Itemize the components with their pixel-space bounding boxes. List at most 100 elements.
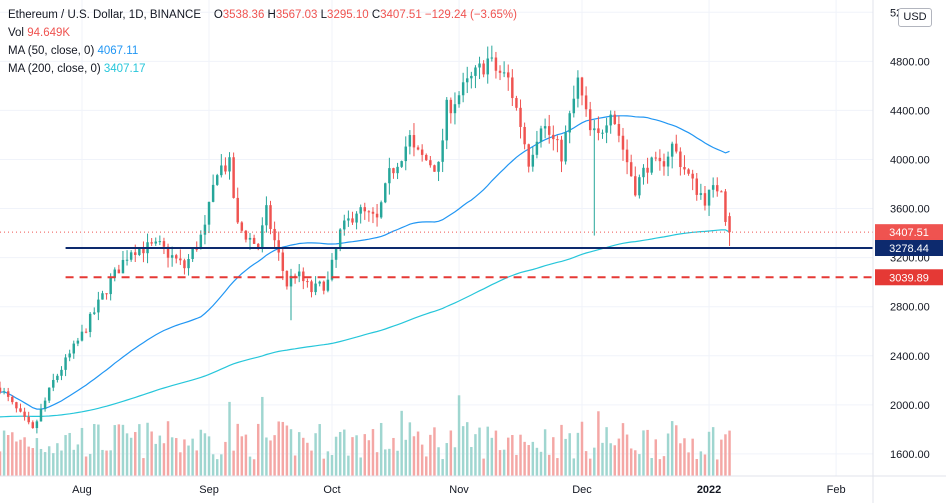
candle-body[interactable]	[662, 161, 666, 167]
candle-body[interactable]	[519, 107, 522, 127]
candle-body[interactable]	[84, 331, 88, 333]
candle-body[interactable]	[539, 128, 543, 142]
candle-body[interactable]	[711, 185, 715, 190]
candle-body[interactable]	[142, 248, 145, 254]
candle-body[interactable]	[31, 422, 35, 429]
candle-body[interactable]	[338, 229, 342, 248]
candle-body[interactable]	[400, 161, 403, 167]
candle-body[interactable]	[453, 104, 457, 114]
candle-body[interactable]	[302, 271, 305, 282]
candle-body[interactable]	[314, 283, 317, 293]
candle-body[interactable]	[52, 379, 55, 388]
candle-body[interactable]	[593, 128, 596, 131]
candle-body[interactable]	[220, 165, 223, 176]
candle-body[interactable]	[683, 167, 686, 170]
candle-body[interactable]	[470, 75, 473, 79]
candle-body[interactable]	[121, 259, 125, 274]
candle-body[interactable]	[15, 402, 18, 409]
candle-body[interactable]	[449, 99, 453, 114]
candle-body[interactable]	[371, 211, 375, 214]
candle-body[interactable]	[396, 166, 399, 174]
candle-body[interactable]	[675, 143, 678, 152]
candle-body[interactable]	[375, 213, 379, 218]
candle-body[interactable]	[248, 237, 252, 240]
candle-body[interactable]	[695, 178, 698, 195]
candle-body[interactable]	[334, 247, 338, 260]
candle-body[interactable]	[601, 132, 604, 134]
candle-body[interactable]	[560, 139, 563, 162]
candle-body[interactable]	[457, 95, 461, 105]
candle-body[interactable]	[720, 191, 723, 193]
candle-body[interactable]	[572, 98, 576, 114]
candle-body[interactable]	[379, 202, 383, 218]
candle-body[interactable]	[564, 132, 567, 162]
candle-body[interactable]	[215, 175, 219, 185]
candle-body[interactable]	[277, 240, 280, 253]
candle-body[interactable]	[666, 156, 670, 167]
candle-body[interactable]	[679, 151, 682, 168]
candle-body[interactable]	[527, 144, 530, 167]
candle-body[interactable]	[244, 230, 248, 240]
candle-body[interactable]	[0, 387, 2, 393]
candle-body[interactable]	[605, 125, 608, 133]
candle-body[interactable]	[347, 218, 350, 221]
candle-body[interactable]	[363, 207, 367, 212]
currency-button[interactable]: USD	[898, 8, 932, 27]
candle-body[interactable]	[273, 228, 276, 241]
candle-body[interactable]	[101, 293, 104, 300]
candle-body[interactable]	[728, 216, 731, 233]
candle-body[interactable]	[703, 193, 707, 206]
candle-body[interactable]	[568, 113, 571, 133]
candle-body[interactable]	[580, 77, 584, 96]
candle-body[interactable]	[203, 224, 207, 235]
candle-body[interactable]	[129, 252, 133, 260]
candle-body[interactable]	[621, 135, 625, 150]
candle-body[interactable]	[433, 165, 436, 172]
candle-body[interactable]	[588, 109, 592, 131]
candle-body[interactable]	[523, 126, 526, 145]
candle-body[interactable]	[330, 259, 334, 280]
candle-body[interactable]	[154, 241, 157, 244]
candle-body[interactable]	[105, 293, 108, 295]
candle-body[interactable]	[232, 157, 235, 198]
candle-body[interactable]	[134, 252, 137, 255]
candle-body[interactable]	[515, 98, 518, 108]
candle-body[interactable]	[576, 77, 580, 99]
candle-body[interactable]	[388, 168, 391, 184]
candle-body[interactable]	[240, 222, 244, 231]
candle-body[interactable]	[281, 252, 285, 271]
candle-body[interactable]	[318, 281, 321, 284]
candle-body[interactable]	[506, 72, 510, 78]
candle-body[interactable]	[39, 409, 43, 422]
ma200-label[interactable]: MA (200, close, 0)	[8, 63, 101, 75]
candle-body[interactable]	[441, 140, 444, 162]
candle-body[interactable]	[355, 213, 358, 223]
candle-body[interactable]	[511, 77, 514, 99]
candle-body[interactable]	[269, 205, 272, 229]
candle-body[interactable]	[2, 391, 6, 393]
candle-body[interactable]	[211, 184, 215, 202]
candle-body[interactable]	[609, 114, 612, 126]
candle-body[interactable]	[617, 124, 621, 136]
candle-body[interactable]	[658, 157, 662, 162]
candle-body[interactable]	[494, 57, 498, 71]
candle-body[interactable]	[646, 167, 649, 173]
candle-body[interactable]	[486, 58, 489, 75]
candle-body[interactable]	[724, 191, 727, 222]
volume-label[interactable]: Vol	[8, 27, 24, 39]
candle-body[interactable]	[474, 67, 477, 76]
candle-body[interactable]	[429, 160, 432, 166]
candle-body[interactable]	[261, 225, 264, 248]
candle-body[interactable]	[322, 281, 326, 291]
candle-body[interactable]	[113, 269, 116, 278]
candle-body[interactable]	[392, 168, 395, 174]
candle-body[interactable]	[162, 241, 166, 247]
candle-body[interactable]	[408, 135, 412, 147]
candle-body[interactable]	[265, 205, 268, 226]
candle-body[interactable]	[543, 126, 547, 129]
candle-body[interactable]	[552, 134, 555, 140]
candle-body[interactable]	[597, 128, 600, 134]
candle-body[interactable]	[60, 369, 63, 376]
candle-body[interactable]	[707, 189, 711, 206]
